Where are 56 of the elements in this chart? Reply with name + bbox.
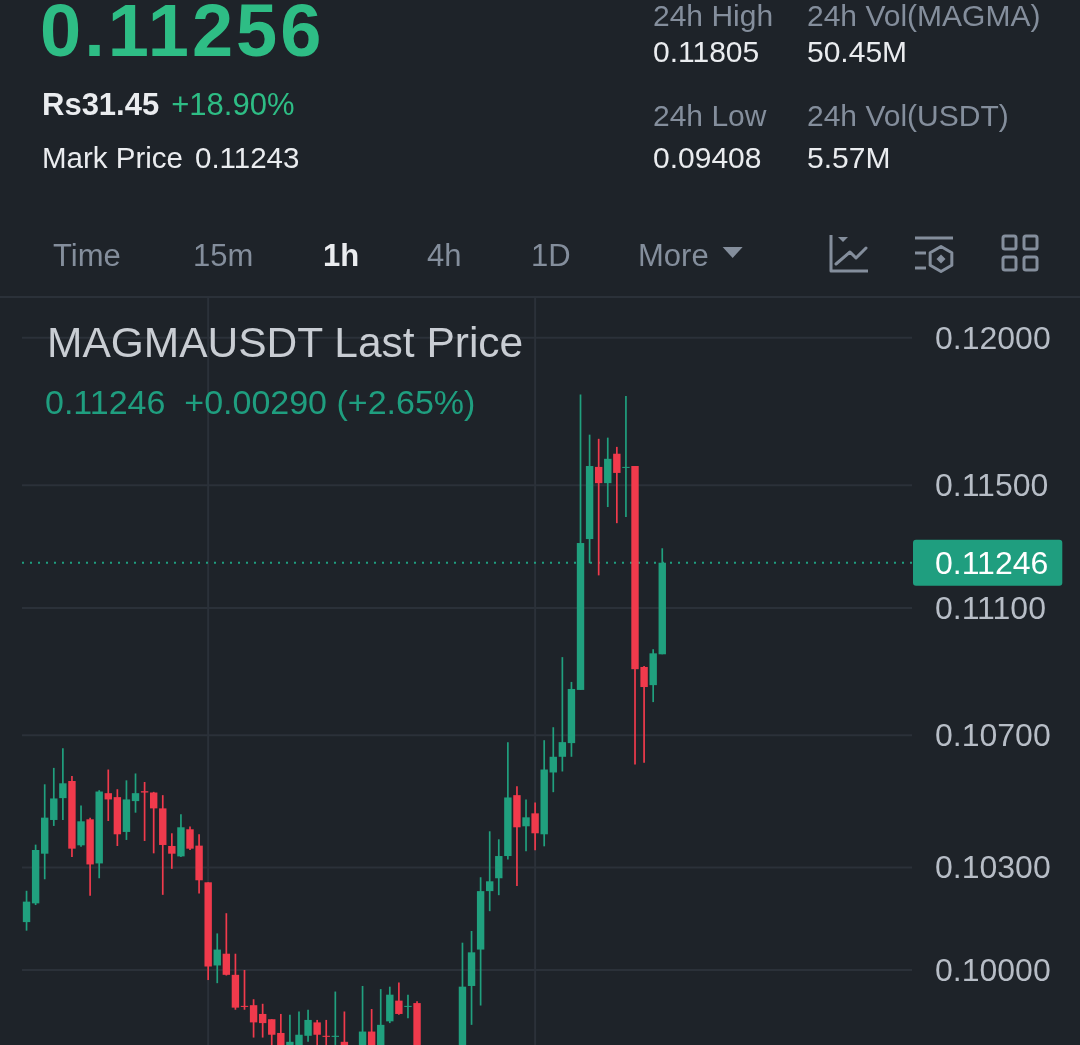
candlestick [104,768,112,822]
y-tick-label: 0.10700 [935,717,1051,754]
text: 1D [531,238,571,273]
text: 0.11243 [194,141,300,174]
candlestick [486,830,494,913]
text: 24h Vol(USDT) [807,99,1009,132]
candlestick [222,912,231,977]
text: 1h [323,238,360,273]
candlestick [594,437,603,577]
text: Mark Price [42,141,183,174]
y-tick-label: 0.10000 [935,951,1051,988]
candlestick [140,781,149,842]
text: 15m [193,238,254,273]
candlestick [622,395,630,518]
y-tick-label: 0.11500 [935,467,1049,504]
candlestick [249,998,258,1039]
candlestick [258,1002,267,1039]
text: Time [53,238,121,273]
text: 24h Low [653,99,767,132]
candlestick [549,726,557,794]
candlestick [522,798,530,853]
text: 24h High [653,0,774,32]
candlestick [149,791,158,855]
ref-line-label: 0.11246 [935,544,1049,581]
candlestick [168,832,176,870]
candlestick [558,656,567,773]
candlestick [395,981,403,1016]
text: 0.11246 +0.00290 (+2.65%) [45,383,476,421]
candlestick [367,1008,376,1045]
y-tick-label: 0.12000 [935,319,1051,356]
candlestick [50,767,58,827]
candlestick [404,993,412,1020]
text: 0.09408 [653,141,762,174]
candlestick [377,988,385,1045]
candlestick [313,1019,321,1045]
text: 50.45M [807,35,908,68]
text: 4h [427,238,462,273]
text: More [638,238,709,273]
candlestick [358,985,367,1045]
text: 0.11805 [653,35,760,68]
candlestick [22,889,31,932]
text: 0.11256 [40,0,325,72]
candlestick [277,1013,285,1045]
candlestick [131,772,140,814]
y-tick-label: 0.10300 [935,849,1051,886]
text: +18.90% [171,87,295,122]
text: 5.57M [807,141,891,174]
text: MAGMAUSDT Last Price [47,319,524,366]
text: Rs31.45 [42,87,160,122]
candlestick [613,446,621,525]
y-tick-label: 0.11100 [935,590,1046,627]
candlestick [495,838,503,897]
candlestick [531,801,539,852]
candlestick [59,747,67,821]
text: 24h Vol(MAGMA) [807,0,1041,32]
candlestick [268,1018,276,1045]
